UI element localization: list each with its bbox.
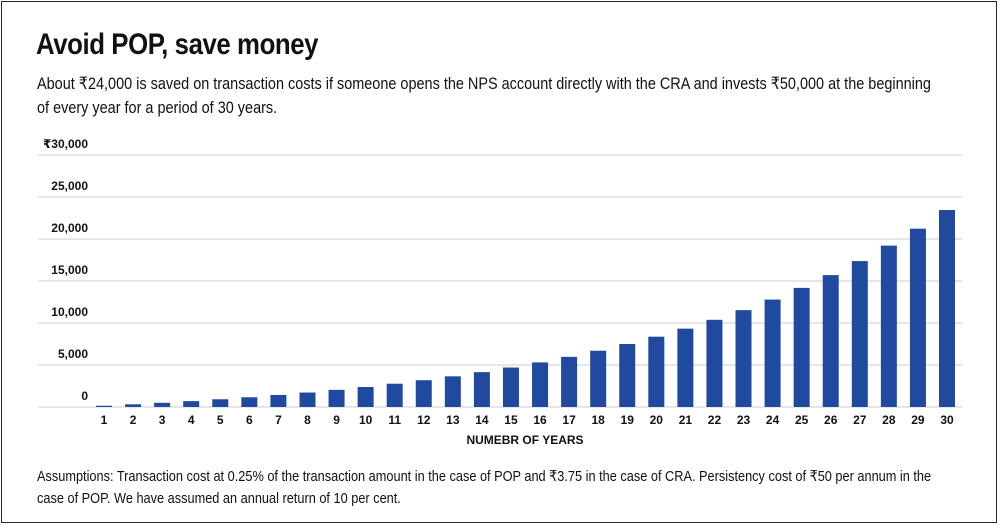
x-tick-label: 10: [359, 413, 373, 427]
x-tick-label: 23: [737, 413, 751, 427]
x-tick-label: 18: [591, 413, 605, 427]
bar-year-17: [561, 356, 578, 407]
x-tick-label: 8: [304, 413, 311, 427]
bar-year-18: [590, 350, 607, 407]
x-tick-label: 24: [766, 413, 780, 427]
x-tick-label: 28: [882, 413, 896, 427]
x-axis-label: NUMEBR OF YEARS: [466, 433, 583, 447]
y-tick-label: ₹30,000: [43, 137, 88, 151]
x-tick-label: 26: [824, 413, 838, 427]
y-tick-label: 0: [81, 389, 88, 403]
bar-year-2: [125, 404, 142, 407]
x-tick-label: 1: [101, 413, 108, 427]
x-tick-label: 29: [911, 413, 925, 427]
chart-title: Avoid POP, save money: [36, 28, 319, 61]
y-tick-label: 10,000: [51, 305, 88, 319]
x-tick-label: 19: [621, 413, 635, 427]
x-tick-label: 3: [159, 413, 166, 427]
bar-year-23: [735, 310, 752, 407]
x-tick-label: 17: [562, 413, 576, 427]
x-tick-label: 25: [795, 413, 809, 427]
x-tick-label: 2: [130, 413, 137, 427]
x-axis-ticks: 1 2 3 4 5 6 7 8 9 10 11 12 13 14 15 16 17 18 19 20 21 22 23 24 2…: [101, 413, 954, 427]
footnote: Assumptions: Transaction cost at 0.25% o…: [37, 468, 932, 507]
x-tick-label: 30: [940, 413, 954, 427]
x-tick-label: 7: [275, 413, 282, 427]
bar-year-24: [764, 299, 781, 407]
y-tick-label: 15,000: [51, 263, 88, 277]
bar-year-26: [822, 275, 839, 407]
x-tick-label: 11: [388, 413, 401, 427]
y-tick-label: 5,000: [58, 347, 88, 361]
y-axis-ticks: 0 5,000 10,000 15,000 20,000 25,000 ₹30,000: [43, 137, 88, 403]
chart-subtitle: About ₹24,000 is saved on transaction co…: [37, 74, 931, 117]
bar-year-22: [706, 319, 723, 407]
bar-year-27: [851, 261, 868, 407]
bar-year-10: [357, 387, 374, 407]
x-tick-label: 4: [188, 413, 195, 427]
bar-year-21: [677, 328, 694, 407]
x-tick-label: 12: [417, 413, 431, 427]
x-tick-label: 6: [246, 413, 253, 427]
bar-year-12: [415, 380, 432, 407]
bar-year-29: [909, 228, 926, 407]
bar-year-16: [532, 362, 549, 407]
bar-year-4: [183, 401, 200, 407]
x-tick-label: 9: [333, 413, 340, 427]
x-tick-label: 22: [708, 413, 722, 427]
bar-year-6: [241, 397, 258, 407]
bar-year-19: [619, 344, 636, 407]
bar-year-25: [793, 287, 810, 407]
x-tick-label: 5: [217, 413, 224, 427]
bar-year-28: [880, 245, 897, 407]
bar-year-8: [299, 392, 316, 407]
bar-year-15: [502, 367, 519, 407]
x-tick-label: 16: [533, 413, 547, 427]
bar-year-9: [328, 389, 345, 407]
x-tick-label: 20: [650, 413, 664, 427]
x-tick-label: 14: [475, 413, 489, 427]
y-tick-label: 20,000: [51, 221, 88, 235]
bar-year-5: [212, 399, 229, 407]
bar-year-13: [444, 376, 461, 407]
bar-year-3: [154, 402, 171, 407]
bar-year-14: [473, 372, 490, 407]
bar-year-7: [270, 394, 287, 407]
bar-year-1: [96, 405, 112, 407]
x-tick-label: 27: [853, 413, 867, 427]
bar-year-30: [939, 210, 955, 407]
bar-series: [96, 210, 955, 407]
bar-year-11: [386, 383, 403, 407]
x-tick-label: 21: [679, 413, 693, 427]
bar-year-20: [648, 336, 665, 407]
y-tick-label: 25,000: [51, 179, 88, 193]
x-tick-label: 13: [446, 413, 460, 427]
x-tick-label: 15: [504, 413, 518, 427]
